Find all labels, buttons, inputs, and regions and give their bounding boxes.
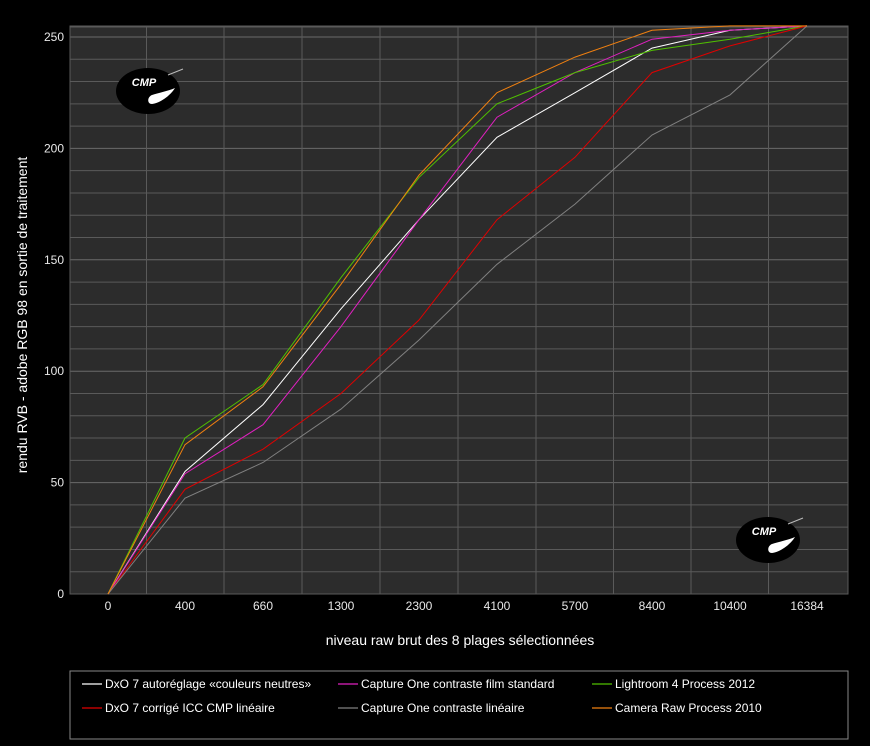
series-line xyxy=(107,25,807,595)
y-tick-label: 0 xyxy=(57,587,64,601)
x-tick-label: 2300 xyxy=(406,599,433,613)
svg-text:CMP: CMP xyxy=(132,77,157,89)
series-line xyxy=(107,25,808,595)
x-axis-ticks: 0 400 660 1300 2300 4100 5700 8400 10400 16384 xyxy=(105,599,824,613)
legend: DxO 7 autoréglage «couleurs neutres» Capt… xyxy=(82,677,762,715)
y-axis-label: rendu RVB - adobe RGB 98 en sortie de tr… xyxy=(14,157,30,474)
x-tick-label: 8400 xyxy=(639,599,666,613)
x-tick-label: 4100 xyxy=(484,599,511,613)
series-line xyxy=(107,25,808,595)
gridlines xyxy=(69,25,849,595)
x-tick-label: 660 xyxy=(253,599,273,613)
series-lines xyxy=(107,25,808,595)
y-tick-label: 250 xyxy=(44,30,64,44)
plot-background xyxy=(70,26,848,594)
series-line xyxy=(107,25,808,595)
y-axis-ticks: 0 50 100 150 200 250 xyxy=(44,30,64,601)
plot-frame xyxy=(69,25,849,595)
x-tick-label: 1300 xyxy=(328,599,355,613)
cmp-logo: CMP xyxy=(736,517,804,563)
y-tick-label: 150 xyxy=(44,253,64,267)
y-tick-label: 50 xyxy=(51,476,65,490)
legend-label: DxO 7 autoréglage «couleurs neutres» xyxy=(105,677,311,691)
x-tick-label: 10400 xyxy=(713,599,747,613)
x-tick-label: 0 xyxy=(105,599,112,613)
x-tick-label: 16384 xyxy=(790,599,824,613)
legend-label: Lightroom 4 Process 2012 xyxy=(615,677,755,691)
x-axis-label: niveau raw brut des 8 plages sélectionné… xyxy=(326,632,595,648)
series-line xyxy=(107,25,808,595)
series-line xyxy=(107,25,808,595)
svg-text:CMP: CMP xyxy=(752,526,777,538)
legend-label: Camera Raw Process 2010 xyxy=(615,701,762,715)
y-tick-label: 200 xyxy=(44,141,64,155)
y-tick-label: 100 xyxy=(44,364,64,378)
x-tick-label: 5700 xyxy=(562,599,589,613)
legend-box xyxy=(69,670,849,740)
legend-label: Capture One contraste film standard xyxy=(361,677,554,691)
cmp-logo: CMP xyxy=(116,68,184,114)
legend-label: DxO 7 corrigé ICC CMP linéaire xyxy=(105,701,275,715)
x-tick-label: 400 xyxy=(175,599,195,613)
legend-label: Capture One contraste linéaire xyxy=(361,701,525,715)
